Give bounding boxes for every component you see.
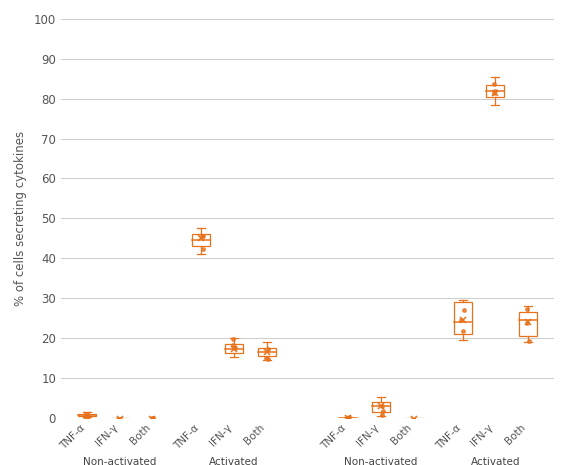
Point: [457, 316, 466, 324]
Point: [81, 413, 90, 420]
Bar: [111, 418, 129, 419]
Point: [148, 416, 157, 423]
Point: [83, 413, 93, 420]
Point: [231, 344, 240, 352]
Point: [147, 415, 156, 422]
Point: [523, 305, 532, 312]
Point: [228, 342, 237, 349]
Bar: [404, 418, 423, 420]
Bar: [454, 302, 471, 334]
Text: Activated: Activated: [209, 458, 259, 465]
Point: [198, 245, 207, 252]
Text: Non-activated: Non-activated: [83, 458, 156, 465]
Bar: [372, 402, 390, 412]
Y-axis label: % of cells secreting cytokines: % of cells secreting cytokines: [14, 131, 27, 306]
Bar: [519, 312, 537, 336]
Point: [489, 89, 498, 97]
Point: [197, 232, 206, 240]
Point: [378, 402, 387, 409]
Point: [524, 338, 533, 345]
Point: [148, 415, 157, 422]
Point: [458, 327, 467, 335]
Point: [114, 416, 123, 423]
Text: Activated: Activated: [470, 458, 520, 465]
Point: [263, 345, 272, 353]
Bar: [339, 418, 357, 419]
Text: Non-activated: Non-activated: [344, 458, 417, 465]
Point: [409, 417, 418, 424]
Point: [344, 415, 353, 422]
Point: [523, 319, 532, 326]
Point: [262, 354, 271, 362]
Point: [490, 80, 499, 88]
Point: [115, 416, 124, 423]
Bar: [143, 418, 161, 420]
Point: [409, 417, 418, 424]
Point: [459, 306, 468, 314]
Bar: [258, 348, 275, 356]
Point: [343, 414, 352, 422]
Point: [378, 412, 387, 419]
Point: [115, 416, 124, 423]
Point: [264, 355, 273, 363]
Point: [491, 87, 500, 95]
Bar: [225, 344, 243, 353]
Point: [198, 232, 207, 239]
Point: [407, 417, 416, 424]
Point: [345, 413, 354, 421]
Bar: [193, 234, 210, 246]
Bar: [486, 85, 504, 97]
Bar: [78, 414, 96, 417]
Point: [82, 412, 91, 419]
Point: [228, 336, 237, 343]
Point: [378, 407, 387, 415]
